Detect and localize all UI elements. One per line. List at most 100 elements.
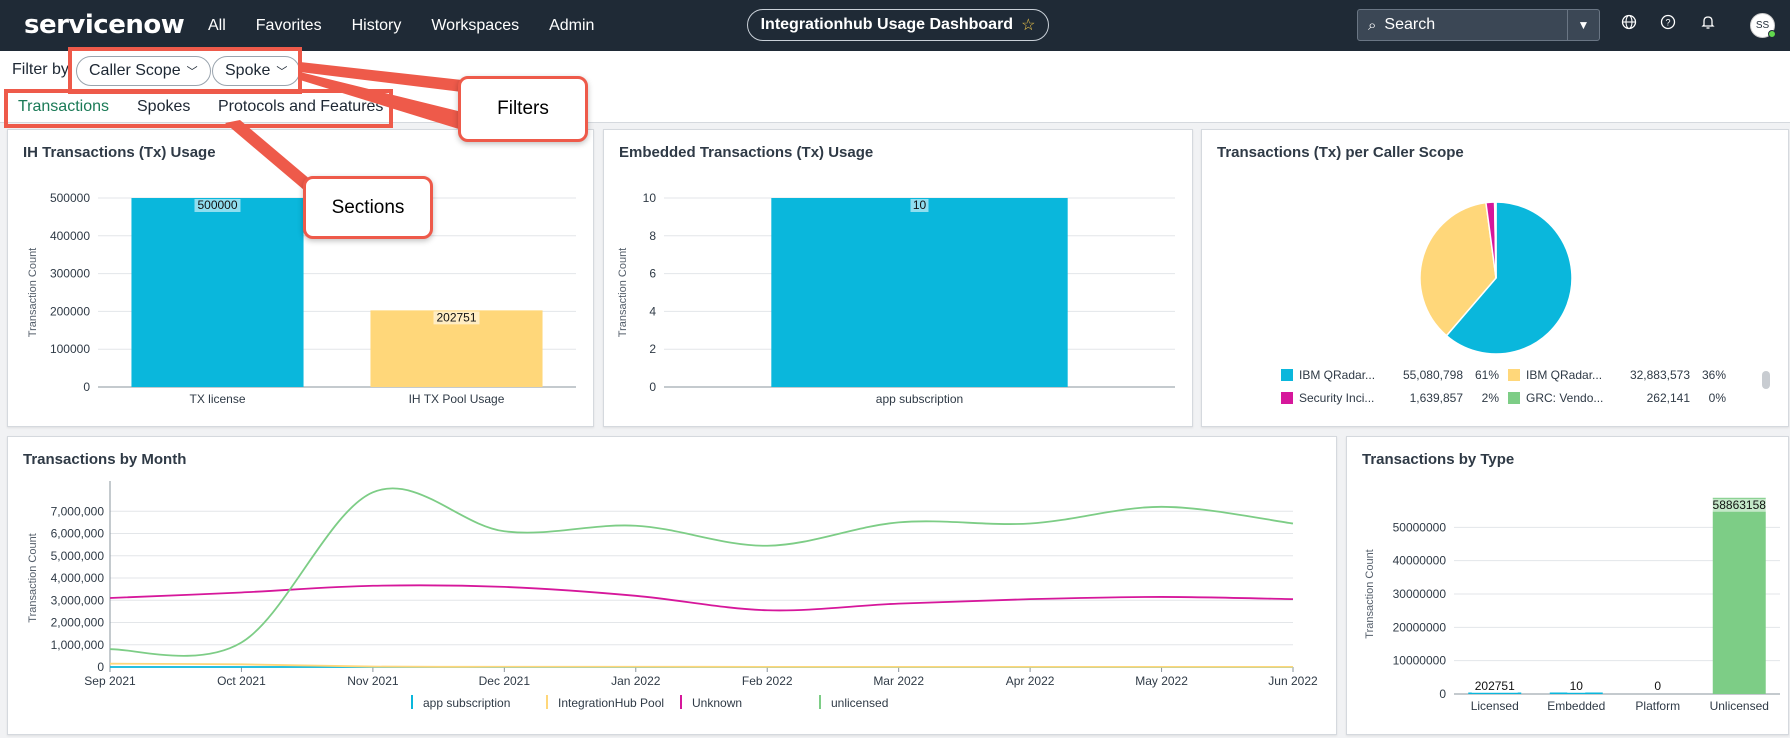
legend-name: IBM QRadar... xyxy=(1299,368,1376,382)
y-tick-label: 30000000 xyxy=(1393,587,1447,601)
y-tick-label: 50000000 xyxy=(1393,520,1447,534)
x-tick-label: Oct 2021 xyxy=(217,674,266,688)
presence-indicator xyxy=(1768,30,1776,38)
x-tick-label: Nov 2021 xyxy=(347,674,399,688)
legend-percent: 0% xyxy=(1708,391,1726,405)
series-line xyxy=(109,662,1293,668)
x-tick-label: TX license xyxy=(189,392,245,406)
y-tick-label: 3,000,000 xyxy=(51,593,105,607)
dashboard-title-pill[interactable]: Integrationhub Usage Dashboard ☆ xyxy=(747,9,1049,41)
legend-swatch xyxy=(1281,392,1293,404)
y-tick-label: 300000 xyxy=(50,267,90,281)
filters-pointer-lower xyxy=(300,72,462,130)
bell-icon[interactable] xyxy=(1698,14,1718,34)
tab-protocols-and-features[interactable]: Protocols and Features xyxy=(218,98,384,115)
y-tick-label: 8 xyxy=(649,229,656,243)
by-month-title: Transactions by Month xyxy=(23,451,187,468)
legend-label: Unknown xyxy=(692,696,742,710)
legend-value: 32,883,573 xyxy=(1629,368,1690,382)
nav-history[interactable]: History xyxy=(351,16,402,34)
y-tick-label: 6 xyxy=(649,267,656,281)
x-tick-label: Mar 2022 xyxy=(873,674,924,688)
y-tick-label: 40000000 xyxy=(1393,554,1447,568)
legend-label: IntegrationHub Pool xyxy=(558,696,664,710)
y-tick-label: 1,000,000 xyxy=(51,638,105,652)
spoke-label: Spoke xyxy=(225,62,271,79)
global-search[interactable]: ⌕ Search ▼ xyxy=(1357,9,1600,41)
data-label-bg xyxy=(194,199,241,212)
legend-name: IBM QRadar... xyxy=(1526,368,1603,382)
y-tick-label: 0 xyxy=(1439,687,1446,701)
data-label: 202751 xyxy=(1475,679,1515,693)
y-tick-label: 2 xyxy=(649,342,656,356)
caller-scope-card: Transactions (Tx) per Caller Scope IBM Q… xyxy=(1201,129,1789,427)
y-tick-label: 400000 xyxy=(50,229,90,243)
x-tick-label: Licensed xyxy=(1471,699,1519,713)
legend-item[interactable]: GRC: Vendo... 262,141 0% xyxy=(1508,391,1726,405)
legend-swatch xyxy=(1508,369,1520,381)
caller-scope-filter[interactable]: Caller Scope ﹀ xyxy=(76,56,211,86)
y-tick-label: 0 xyxy=(83,380,90,394)
by-type-card: Transactions by Type 0 10000000 20000000 30… xyxy=(1346,436,1789,735)
search-icon: ⌕ xyxy=(1368,16,1377,34)
nav-favorites[interactable]: Favorites xyxy=(255,16,322,34)
legend-value: 262,141 xyxy=(1646,391,1690,405)
spoke-filter[interactable]: Spoke ﹀ xyxy=(212,56,301,86)
x-tick-label: Apr 2022 xyxy=(1006,674,1055,688)
y-tick-label: 20000000 xyxy=(1393,620,1447,634)
y-tick-label: 5,000,000 xyxy=(51,549,105,563)
pie-slice xyxy=(1419,201,1497,337)
legend-swatch xyxy=(1281,369,1293,381)
legend-swatch xyxy=(1508,392,1520,404)
y-tick-label: 0 xyxy=(97,660,104,674)
caller-scope-label: Caller Scope xyxy=(89,62,181,79)
data-label-bg xyxy=(1471,680,1518,693)
filters-callout: Filters xyxy=(458,76,588,142)
legend-item[interactable]: IBM QRadar... 55,080,798 61% xyxy=(1281,368,1499,382)
servicenow-logo[interactable]: servicenow xyxy=(24,10,185,40)
y-tick-label: 200000 xyxy=(50,304,90,318)
legend-item[interactable]: Security Inci... 1,639,857 2% xyxy=(1281,391,1499,405)
bar xyxy=(1549,692,1603,694)
bar xyxy=(1712,497,1766,694)
y-axis-label: Transaction Count xyxy=(27,248,39,337)
nav-all[interactable]: All xyxy=(208,16,226,34)
embedded-usage-title: Embedded Transactions (Tx) Usage xyxy=(619,144,874,161)
globe-icon[interactable] xyxy=(1619,14,1639,34)
x-tick-label: IH TX Pool Usage xyxy=(409,392,505,406)
embedded-usage-card: Embedded Transactions (Tx) Usage 0 2 4 6 8 10… xyxy=(603,129,1193,427)
bar xyxy=(1468,692,1522,694)
x-tick-label: Unlicensed xyxy=(1710,699,1769,713)
y-tick-label: 6,000,000 xyxy=(51,527,105,541)
data-label-bg xyxy=(1652,680,1664,693)
series-line xyxy=(109,584,1294,612)
tab-spokes[interactable]: Spokes xyxy=(137,98,191,115)
legend-item[interactable]: IBM QRadar... 32,883,573 36% xyxy=(1508,368,1726,382)
legend-percent: 2% xyxy=(1481,391,1499,405)
favorite-star-icon[interactable]: ☆ xyxy=(1021,17,1036,34)
legend-label: app subscription xyxy=(423,696,510,710)
y-axis-label: Transaction Count xyxy=(617,248,629,337)
dashboard-title: Integrationhub Usage Dashboard xyxy=(760,16,1014,33)
legend-percent: 61% xyxy=(1474,368,1499,382)
main-nav: All Favorites History Workspaces Admin xyxy=(208,0,594,51)
legend-value: 55,080,798 xyxy=(1402,368,1463,382)
nav-admin[interactable]: Admin xyxy=(549,16,595,34)
caller-scope-pie-chart xyxy=(1419,201,1573,355)
legend-scrollbar[interactable] xyxy=(1762,371,1770,389)
ih-usage-chart: 0 100000 200000 300000 400000 500000 Transacti… xyxy=(27,191,576,406)
nav-workspaces[interactable]: Workspaces xyxy=(431,16,520,34)
tab-transactions[interactable]: Transactions xyxy=(18,98,109,115)
x-tick-label: Platform xyxy=(1635,699,1680,713)
search-input[interactable]: Search xyxy=(1384,16,1436,33)
search-scope-dropdown-icon[interactable]: ▼ xyxy=(1567,10,1599,40)
y-tick-label: 7,000,000 xyxy=(51,504,105,518)
x-tick-label: Jun 2022 xyxy=(1268,674,1318,688)
help-icon[interactable]: ? xyxy=(1658,14,1678,34)
top-nav-bar: servicenow All Favorites History Workspa… xyxy=(0,0,1790,51)
by-type-chart: 0 10000000 20000000 30000000 40000000 5000000… xyxy=(1364,497,1780,713)
legend-label: unlicensed xyxy=(831,696,888,710)
by-month-line-chart: 0 1,000,000 2,000,000 3,000,000 4,000,000 5,0… xyxy=(27,481,1318,710)
bar xyxy=(771,198,1068,387)
